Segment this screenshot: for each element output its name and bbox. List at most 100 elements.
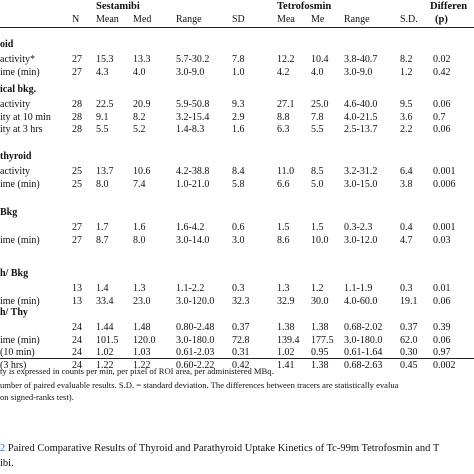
table-cell: 8.2 [133, 111, 146, 123]
section-title: oid [0, 39, 14, 50]
table-caption: 2 Paired Comparative Results of Thyroid … [0, 443, 439, 455]
table-cell: 10.6 [133, 166, 151, 177]
table-cell: 4.2 [277, 66, 290, 78]
table-cell: 3.0-14.0 [176, 234, 210, 246]
table-cell: 1.4 [96, 283, 109, 294]
table-cell: 10.4 [311, 54, 329, 65]
table-cell: 5.9-50.8 [176, 99, 210, 110]
table-cell: 8.2 [400, 54, 413, 65]
table-cell: 0.68-2.02 [344, 322, 383, 333]
table-cell: 9.1 [96, 111, 109, 123]
row-label: (3 hrs) [0, 359, 27, 371]
table-cell: 62.0 [400, 334, 418, 346]
table-cell: 0.97 [433, 347, 451, 358]
table-cell: 3.0-9.0 [176, 66, 205, 78]
table-cell: 3.0-12.0 [344, 234, 378, 246]
table-cell: 0.3 [400, 283, 413, 294]
table-cell: 1.6-4.2 [176, 222, 205, 233]
table-cell: 0.001 [433, 222, 456, 233]
table-cell: 0.30 [400, 347, 418, 358]
table-cell: 2.5-13.7 [344, 124, 378, 135]
table-cell: 25.0 [311, 99, 329, 110]
table-cell: 0.06 [433, 295, 451, 307]
table-cell: 120.0 [133, 334, 156, 346]
table-cell: 4.3 [96, 66, 109, 78]
table-cell: 2.2 [400, 124, 413, 135]
table-cell: 0.03 [433, 234, 451, 246]
table-cell: 0.37 [400, 322, 418, 333]
table-cell: 0.68-2.63 [344, 359, 383, 371]
table-cell: 1.2 [311, 283, 324, 294]
caption-line-2: ibi. [0, 458, 14, 469]
table-cell: 0.4 [400, 222, 413, 233]
table-cell: 0.3-2.3 [344, 222, 373, 233]
column-header: Mea [277, 14, 295, 25]
table-cell: 5.8 [232, 178, 245, 190]
table-cell: 0.01 [433, 283, 451, 294]
table-cell: 0.61-1.64 [344, 347, 383, 358]
table-cell: 27 [72, 222, 82, 233]
table-cell: 0.42 [232, 359, 250, 371]
section-title: ical bkg. [0, 84, 37, 95]
table-cell: 7.8 [311, 111, 324, 123]
table-cell: 3.2-15.4 [176, 111, 210, 123]
table-cell: 3.8-40.7 [344, 54, 378, 65]
column-header: N [72, 14, 80, 25]
table-cell: 5.0 [311, 178, 324, 190]
group-header: Sestamibi [96, 1, 140, 12]
table-cell: 5.5 [311, 124, 324, 135]
table-cell: 3.0-180.0 [176, 334, 215, 346]
table-cell: 0.60-2.22 [176, 359, 215, 371]
table-cell: 4.0-21.5 [344, 111, 378, 123]
table-cell: 8.6 [277, 234, 290, 246]
table-cell: 2.9 [232, 111, 245, 123]
row-label: ime (min) [0, 334, 40, 346]
table-cell: 0.006 [433, 178, 456, 190]
table-cell: 101.5 [96, 334, 119, 346]
table-cell: 0.02 [433, 54, 451, 65]
table-cell: 24 [72, 347, 82, 358]
table-cell: 1.3 [133, 283, 146, 294]
row-label: ime (min) [0, 66, 40, 78]
table-cell: 32.9 [277, 295, 295, 307]
table-cell: 3.0-9.0 [344, 66, 373, 78]
row-label: activity [0, 99, 30, 110]
table-cell: 1.02 [96, 347, 114, 358]
table-cell: 1.44 [96, 322, 114, 333]
table-cell: 4.2-38.8 [176, 166, 210, 177]
table-cell: 24 [72, 334, 82, 346]
table-cell: 9.3 [232, 99, 245, 110]
row-label: activity* [0, 54, 35, 65]
table-cell: 24 [72, 322, 82, 333]
table-cell: 8.4 [232, 166, 245, 177]
table-cell: 1.0-21.0 [176, 178, 210, 190]
table-cell: 72.8 [232, 334, 250, 346]
table-cell: 8.0 [133, 234, 146, 246]
table-cell: 1.41 [277, 359, 295, 371]
footnote: ty is expressed in counts per min, per p… [0, 366, 274, 376]
table-cell: 13 [72, 295, 82, 307]
table-cell: 22.5 [96, 99, 114, 110]
table-cell: 1.6 [133, 222, 146, 233]
table-number: 2 [0, 443, 6, 454]
table-cell: 1.5 [277, 222, 290, 233]
table-cell: 27.1 [277, 99, 295, 110]
table-cell: 19.1 [400, 295, 418, 307]
section-title: h/ Thy [0, 307, 28, 318]
column-header: Range [344, 14, 370, 25]
table-cell: 4.0 [133, 66, 146, 78]
table-cell: 3.0 [232, 234, 245, 246]
table-cell: 1.4-8.3 [176, 124, 205, 135]
table-cell: 1.38 [277, 322, 295, 333]
table-cell: 0.002 [433, 359, 456, 371]
table-cell: 7.8 [232, 54, 245, 65]
table-cell: 0.39 [433, 322, 451, 333]
table-cell: 8.8 [277, 111, 290, 123]
column-header: Me [311, 14, 325, 25]
table-cell: 0.6 [232, 222, 245, 233]
table-cell: 20.9 [133, 99, 151, 110]
table-cell: 1.2 [400, 66, 413, 78]
table-cell: 1.38 [311, 322, 329, 333]
section-title: Bkg [0, 207, 18, 218]
